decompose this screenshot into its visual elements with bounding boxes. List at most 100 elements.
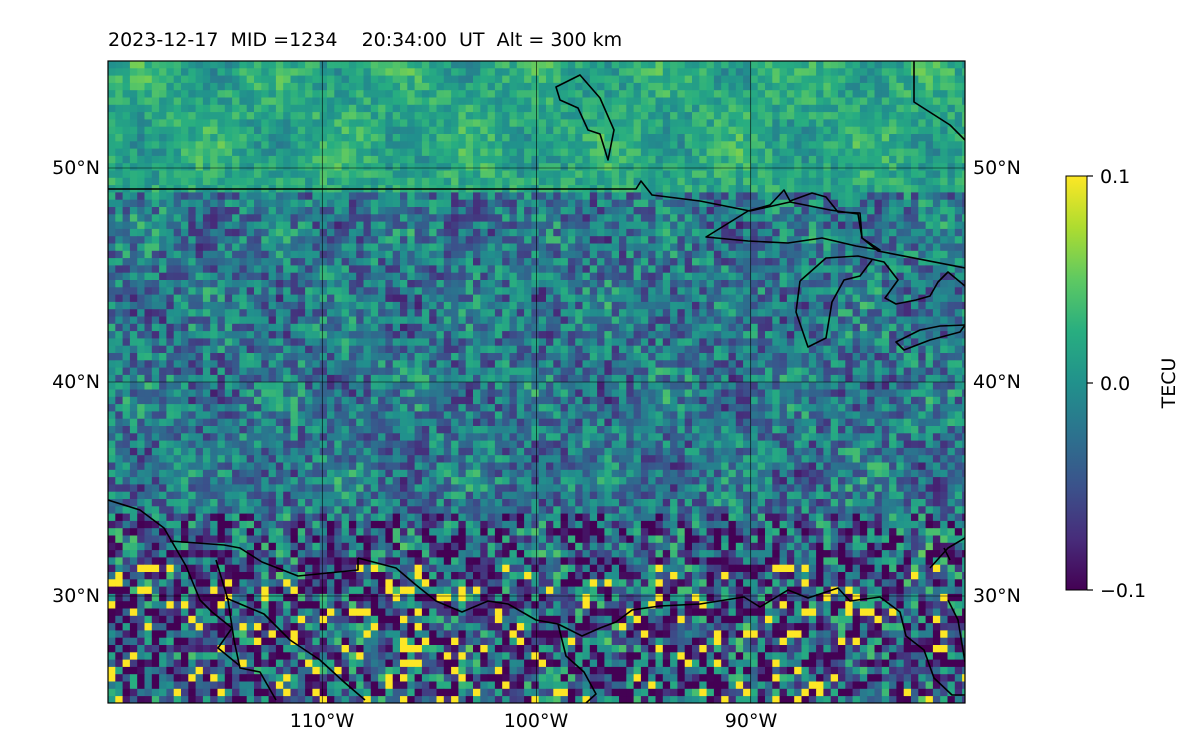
heatmap-cell: [173, 155, 182, 164]
heatmap-cell: [122, 280, 131, 288]
heatmap-cell: [684, 331, 693, 339]
heatmap-cell: [750, 287, 759, 295]
heatmap-cell: [786, 250, 795, 259]
heatmap-cell: [312, 309, 321, 317]
heatmap-cell: [845, 119, 853, 128]
heatmap-cell: [407, 170, 415, 179]
heatmap-cell: [451, 207, 459, 215]
heatmap-cell: [531, 199, 540, 208]
heatmap-cell: [619, 345, 627, 354]
heatmap-cell: [889, 119, 897, 128]
heatmap-cell: [436, 207, 445, 215]
heatmap-cell: [859, 338, 868, 347]
heatmap-cell: [830, 192, 839, 201]
heatmap-cell: [348, 97, 357, 106]
heatmap-cell: [458, 199, 467, 208]
heatmap-cell: [392, 112, 401, 120]
heatmap-cell: [947, 207, 956, 215]
heatmap-cell: [487, 82, 496, 91]
heatmap-cell: [852, 345, 861, 354]
heatmap-cell: [670, 170, 678, 179]
heatmap-cell: [589, 61, 598, 69]
heatmap-cell: [838, 185, 846, 193]
heatmap-cell: [918, 236, 926, 244]
heatmap-cell: [706, 177, 715, 186]
heatmap-cell: [670, 331, 678, 339]
heatmap-cell: [531, 236, 540, 244]
heatmap-cell: [188, 82, 196, 91]
heatmap-cell: [757, 250, 766, 259]
heatmap-cell: [254, 280, 262, 288]
heatmap-cell: [786, 126, 795, 135]
heatmap-cell: [889, 134, 897, 142]
heatmap-cell: [925, 236, 934, 244]
heatmap-cell: [947, 309, 956, 317]
heatmap-cell: [896, 221, 905, 230]
heatmap-cell: [962, 155, 965, 164]
heatmap-cell: [808, 148, 817, 157]
heatmap-cell: [195, 199, 204, 208]
heatmap-cell: [414, 170, 423, 179]
heatmap-cell: [188, 75, 196, 84]
heatmap-cell: [779, 338, 788, 347]
heatmap-cell: [881, 345, 890, 354]
heatmap-cell: [838, 148, 846, 157]
heatmap-cell: [713, 185, 722, 193]
heatmap-cell: [129, 75, 138, 84]
heatmap-cell: [845, 141, 853, 149]
heatmap-cell: [670, 345, 678, 354]
heatmap-cell: [363, 294, 372, 303]
heatmap-cell: [538, 199, 547, 208]
heatmap-cell: [122, 163, 131, 171]
heatmap-cell: [202, 104, 211, 113]
heatmap-cell: [494, 104, 503, 113]
heatmap-cell: [385, 294, 394, 303]
heatmap-cell: [341, 367, 350, 376]
heatmap-cell: [684, 272, 693, 281]
heatmap-cell: [137, 301, 145, 310]
heatmap-cell: [239, 280, 248, 288]
heatmap-cell: [414, 192, 423, 201]
heatmap-cell: [546, 309, 554, 317]
heatmap-cell: [699, 309, 707, 317]
heatmap-cell: [830, 236, 839, 244]
heatmap-cell: [575, 265, 583, 274]
heatmap-cell: [648, 236, 656, 244]
heatmap-cell: [640, 243, 649, 252]
heatmap-cell: [115, 250, 123, 259]
heatmap-cell: [538, 90, 547, 98]
heatmap-cell: [911, 265, 919, 274]
heatmap-cell: [348, 280, 357, 288]
heatmap-cell: [546, 104, 554, 113]
heatmap-cell: [889, 258, 897, 266]
heatmap-cell: [633, 214, 642, 222]
heatmap-cell: [838, 323, 846, 332]
heatmap-cell: [451, 287, 459, 295]
heatmap-cell: [713, 192, 722, 201]
heatmap-cell: [232, 360, 240, 368]
heatmap-cell: [954, 345, 963, 354]
heatmap-cell: [575, 301, 583, 310]
heatmap-cell: [633, 265, 642, 274]
heatmap-cell: [779, 68, 788, 76]
heatmap-cell: [254, 134, 262, 142]
heatmap-cell: [261, 323, 269, 332]
heatmap-cell: [297, 75, 306, 84]
heatmap-cell: [173, 75, 182, 84]
heatmap-cell: [129, 199, 138, 208]
heatmap-cell: [911, 236, 919, 244]
heatmap-cell: [378, 250, 386, 259]
heatmap-cell: [261, 331, 269, 339]
heatmap-cell: [254, 141, 262, 149]
heatmap-cell: [297, 353, 306, 361]
heatmap-cell: [648, 82, 656, 91]
heatmap-cell: [808, 250, 817, 259]
heatmap-cell: [538, 207, 547, 215]
heatmap-cell: [159, 236, 167, 244]
heatmap-cell: [232, 353, 240, 361]
heatmap-cell: [443, 207, 452, 215]
heatmap-cell: [553, 265, 561, 274]
heatmap-cell: [115, 301, 123, 310]
heatmap-cell: [261, 294, 269, 303]
heatmap-cell: [947, 119, 956, 128]
